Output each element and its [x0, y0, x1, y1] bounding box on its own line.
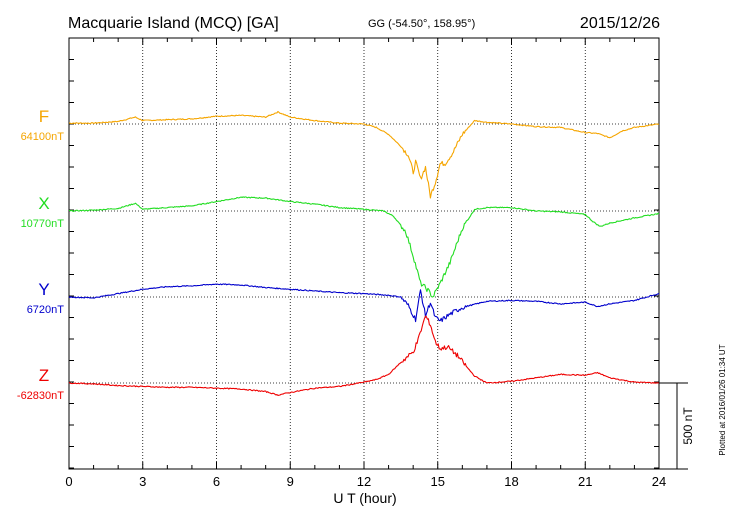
x-tick-label: 12 [357, 474, 371, 489]
x-axis-label: U T (hour) [333, 490, 396, 506]
x-tick-label: 24 [652, 474, 666, 489]
axis-ticks: 0 3 6 9 12 15 18 21 24 [65, 38, 666, 489]
series-label-y: Y [38, 280, 49, 299]
x-tick-label: 18 [504, 474, 518, 489]
x-tick-label: 15 [431, 474, 445, 489]
scale-label: 500 nT [681, 407, 695, 445]
series-line-y [68, 283, 660, 323]
series-line-f [69, 110, 660, 199]
series-line-x [68, 196, 660, 298]
baseline-value-f: 64100nT [21, 131, 65, 143]
station-title: Macquarie Island (MCQ) [GA] [68, 15, 279, 32]
baseline-value-x: 10770nT [21, 218, 65, 230]
baseline-value-z: -62830nT [17, 390, 64, 402]
series-label-z: Z [39, 366, 49, 385]
station-coordinates: GG (-54.50°, 158.95°) [368, 18, 475, 30]
x-tick-label: 6 [213, 474, 220, 489]
plot-date: 2015/12/26 [580, 15, 660, 32]
x-tick-label: 0 [65, 474, 72, 489]
series-label-x: X [38, 194, 49, 213]
scale-bar: 500 nT [659, 382, 695, 470]
baseline-value-y: 6720nT [27, 304, 65, 316]
series-layer: F 64100nT X 10770nT Y 6720nT Z -62830nT [17, 107, 660, 402]
series-label-f: F [39, 107, 49, 126]
series-line-z [68, 315, 660, 396]
grid-lines [69, 38, 659, 469]
x-tick-label: 3 [139, 474, 146, 489]
x-tick-label: 21 [578, 474, 592, 489]
plotted-at-note: Plotted at 2016/01/26 01:34 UT [718, 344, 727, 455]
x-tick-label: 9 [287, 474, 294, 489]
